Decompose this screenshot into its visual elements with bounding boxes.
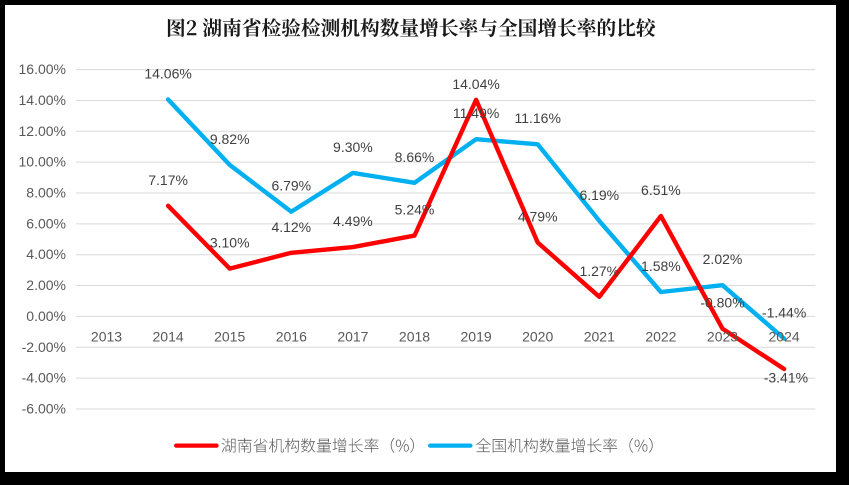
svg-text:-0.80%: -0.80% (700, 295, 744, 311)
svg-text:2015: 2015 (214, 329, 245, 345)
svg-text:6.19%: 6.19% (579, 187, 619, 203)
svg-text:4.79%: 4.79% (518, 209, 558, 225)
svg-text:2023: 2023 (707, 329, 738, 345)
svg-text:10.00%: 10.00% (19, 154, 66, 170)
svg-text:6.00%: 6.00% (26, 215, 66, 231)
svg-text:-2.00%: -2.00% (22, 339, 66, 355)
svg-text:8.66%: 8.66% (395, 149, 435, 165)
svg-text:11.49%: 11.49% (453, 105, 499, 121)
svg-text:2017: 2017 (337, 329, 368, 345)
svg-text:2021: 2021 (584, 329, 615, 345)
svg-text:2016: 2016 (276, 329, 307, 345)
svg-text:2.02%: 2.02% (703, 251, 743, 267)
svg-text:2020: 2020 (522, 329, 553, 345)
svg-text:-6.00%: -6.00% (22, 400, 66, 416)
svg-text:14.06%: 14.06% (144, 66, 191, 82)
svg-text:5.24%: 5.24% (395, 202, 435, 218)
svg-text:0.00%: 0.00% (26, 308, 66, 324)
svg-text:2014: 2014 (153, 329, 184, 345)
svg-text:4.00%: 4.00% (26, 246, 66, 262)
svg-text:-3.41%: -3.41% (764, 369, 808, 385)
svg-text:9.82%: 9.82% (210, 131, 250, 147)
svg-text:2018: 2018 (399, 329, 430, 345)
svg-text:2022: 2022 (645, 329, 676, 345)
svg-text:6.51%: 6.51% (641, 182, 681, 198)
svg-text:4.49%: 4.49% (333, 213, 373, 229)
svg-text:11.16%: 11.16% (514, 110, 560, 126)
svg-text:14.00%: 14.00% (19, 92, 66, 108)
svg-text:1.58%: 1.58% (641, 258, 681, 274)
svg-text:2024: 2024 (769, 329, 800, 345)
svg-text:12.00%: 12.00% (19, 123, 66, 139)
svg-text:14.04%: 14.04% (452, 76, 499, 92)
svg-text:2.00%: 2.00% (26, 277, 66, 293)
svg-text:2013: 2013 (91, 329, 122, 345)
svg-text:6.79%: 6.79% (271, 178, 311, 194)
svg-text:7.17%: 7.17% (148, 172, 188, 188)
svg-text:8.00%: 8.00% (26, 185, 66, 201)
svg-text:9.30%: 9.30% (333, 139, 373, 155)
svg-text:2019: 2019 (461, 329, 492, 345)
svg-text:16.00%: 16.00% (19, 61, 66, 77)
svg-text:-4.00%: -4.00% (22, 370, 66, 386)
svg-text:-1.44%: -1.44% (762, 305, 806, 321)
svg-text:1.27%: 1.27% (579, 263, 619, 279)
svg-text:3.10%: 3.10% (210, 235, 250, 251)
svg-text:4.12%: 4.12% (271, 219, 311, 235)
